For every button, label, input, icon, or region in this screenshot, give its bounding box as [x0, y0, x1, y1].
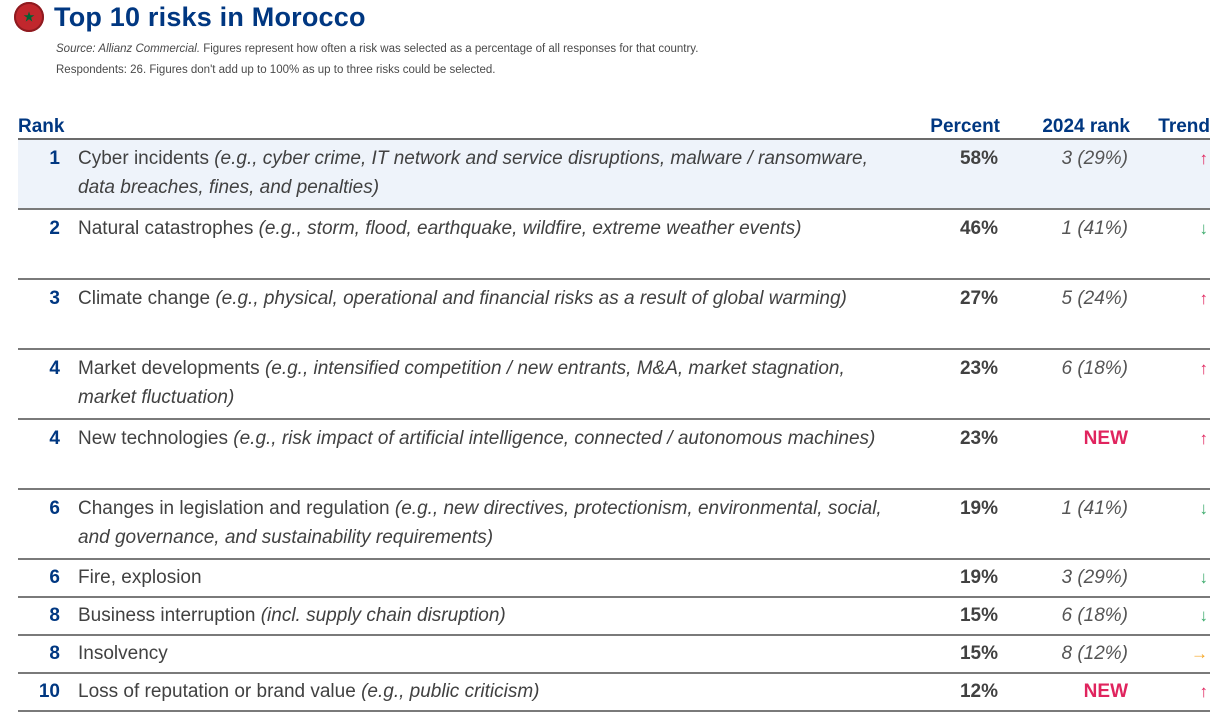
percent-value: 19% [959, 567, 998, 588]
morocco-flag-icon: ★ [14, 2, 44, 32]
percent-value: 15% [959, 643, 998, 664]
risk-examples: (e.g., new directives, protectionism, en… [78, 498, 882, 548]
risk-name: Business interruption [78, 605, 256, 626]
risk-description: New technologies (e.g., risk impact of a… [78, 424, 903, 453]
source-label: Source: Allianz Commercial. [56, 43, 201, 55]
rank-number: 4 [49, 428, 60, 449]
risk-name: New technologies [78, 428, 228, 449]
percent-value: 27% [959, 288, 998, 309]
risk-name: Loss of reputation or brand value [78, 681, 356, 702]
risk-examples: (incl. supply chain disruption) [260, 605, 506, 626]
new-badge: NEW [1083, 428, 1128, 449]
previous-rank: 6 (18%) [1061, 358, 1128, 379]
rank-number: 2 [49, 218, 60, 239]
percent-value: 46% [959, 218, 998, 239]
risk-name: Natural catastrophes [78, 218, 254, 239]
arrow-up-icon: ↑ [1199, 429, 1209, 448]
risks-table: Rank Percent 2024 rank Trend 1 Cyber inci… [18, 112, 1210, 712]
column-header-rank: Rank [18, 116, 65, 137]
table-row: 6 Changes in legislation and regulation (… [18, 490, 1210, 560]
risk-description: Natural catastrophes (e.g., storm, flood… [78, 214, 903, 243]
page-header: ★ Top 10 risks in Morocco Source: Allian… [14, 0, 1204, 81]
previous-rank: 5 (24%) [1061, 288, 1128, 309]
arrow-down-icon: ↓ [1199, 568, 1209, 587]
previous-rank: 1 (41%) [1061, 218, 1128, 239]
respondents-note: Respondents: 26. Figures don't add up to… [56, 64, 496, 76]
risk-name: Cyber incidents [78, 148, 209, 169]
risk-name: Insolvency [78, 643, 168, 664]
title-row: ★ Top 10 risks in Morocco [14, 0, 1204, 34]
table-row: 10 Loss of reputation or brand value (e.g… [18, 674, 1210, 712]
risk-examples: (e.g., physical, operational and financi… [215, 288, 847, 309]
previous-rank: 1 (41%) [1061, 498, 1128, 519]
risk-description: Loss of reputation or brand value (e.g.,… [78, 677, 903, 706]
previous-rank: 3 (29%) [1061, 567, 1128, 588]
table-header: Rank Percent 2024 rank Trend [18, 112, 1210, 140]
rank-number: 8 [49, 643, 60, 664]
percent-value: 23% [959, 358, 998, 379]
percent-value: 58% [959, 148, 998, 169]
page-title: Top 10 risks in Morocco [54, 1, 366, 32]
arrow-up-icon: ↑ [1199, 149, 1209, 168]
column-header-trend: Trend [1158, 116, 1210, 137]
risk-description: Cyber incidents (e.g., cyber crime, IT n… [78, 144, 903, 202]
table-body: 1 Cyber incidents (e.g., cyber crime, IT … [18, 140, 1210, 712]
arrow-down-icon: ↓ [1199, 499, 1209, 518]
risk-name: Market developments [78, 358, 260, 379]
percent-value: 15% [959, 605, 998, 626]
table-row: 8 Insolvency 15% 8 (12%) → [18, 636, 1210, 674]
risk-name: Climate change [78, 288, 211, 309]
table-row: 4 Market developments (e.g., intensified … [18, 350, 1210, 420]
risk-description: Business interruption (incl. supply chai… [78, 601, 903, 630]
risk-examples: (e.g., intensified competition / new ent… [78, 358, 845, 408]
risk-description: Fire, explosion [78, 563, 903, 592]
risk-examples: (e.g., storm, flood, earthquake, wildfir… [258, 218, 802, 239]
arrow-up-icon: ↑ [1199, 682, 1209, 701]
table-row: 4 New technologies (e.g., risk impact of … [18, 420, 1210, 490]
column-header-percent: Percent [930, 116, 1000, 137]
percent-value: 23% [959, 428, 998, 449]
source-line: Source: Allianz Commercial. Figures repr… [56, 39, 1204, 60]
rank-number: 6 [49, 567, 60, 588]
risk-name: Fire, explosion [78, 567, 202, 588]
risk-examples: (e.g., risk impact of artificial intelli… [233, 428, 876, 449]
risk-description: Insolvency [78, 639, 903, 668]
table-row: 6 Fire, explosion 19% 3 (29%) ↓ [18, 560, 1210, 598]
source-note: Source: Allianz Commercial. Figures repr… [56, 39, 1204, 81]
rank-number: 1 [49, 148, 60, 169]
arrow-up-icon: ↑ [1199, 359, 1209, 378]
previous-rank: 6 (18%) [1061, 605, 1128, 626]
arrow-down-icon: ↓ [1199, 219, 1209, 238]
rank-number: 8 [49, 605, 60, 626]
table-row: 3 Climate change (e.g., physical, operati… [18, 280, 1210, 350]
risk-description: Changes in legislation and regulation (e… [78, 494, 903, 552]
previous-rank: 3 (29%) [1061, 148, 1128, 169]
table-row: 2 Natural catastrophes (e.g., storm, floo… [18, 210, 1210, 280]
risk-examples: (e.g., public criticism) [361, 681, 540, 702]
percent-value: 19% [959, 498, 998, 519]
arrow-right-icon: → [1191, 644, 1208, 663]
risk-description: Market developments (e.g., intensified c… [78, 354, 903, 412]
new-badge: NEW [1083, 681, 1128, 702]
rank-number: 4 [49, 358, 60, 379]
risk-description: Climate change (e.g., physical, operatio… [78, 284, 903, 313]
rank-number: 3 [49, 288, 60, 309]
source-text: Figures represent how often a risk was s… [200, 43, 699, 55]
previous-rank: 8 (12%) [1061, 643, 1128, 664]
table-row: 1 Cyber incidents (e.g., cyber crime, IT … [18, 140, 1210, 210]
arrow-up-icon: ↑ [1199, 289, 1209, 308]
column-header-2024-rank: 2024 rank [1042, 116, 1130, 137]
table-row: 8 Business interruption (incl. supply cha… [18, 598, 1210, 636]
rank-number: 6 [49, 498, 60, 519]
percent-value: 12% [959, 681, 998, 702]
arrow-down-icon: ↓ [1199, 606, 1209, 625]
rank-number: 10 [38, 681, 60, 702]
risk-examples: (e.g., cyber crime, IT network and servi… [78, 148, 868, 198]
risk-name: Changes in legislation and regulation [78, 498, 390, 519]
